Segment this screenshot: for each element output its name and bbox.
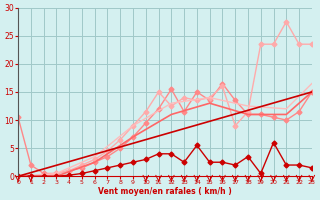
X-axis label: Vent moyen/en rafales ( km/h ): Vent moyen/en rafales ( km/h )	[98, 187, 232, 196]
